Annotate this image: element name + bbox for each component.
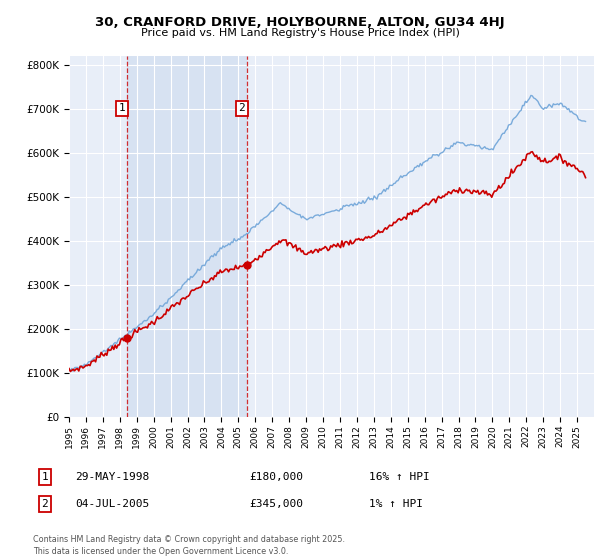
Text: 1: 1	[118, 104, 125, 113]
Text: 2: 2	[238, 104, 245, 113]
Text: 2: 2	[41, 499, 49, 509]
Text: Contains HM Land Registry data © Crown copyright and database right 2025.
This d: Contains HM Land Registry data © Crown c…	[33, 535, 345, 556]
Text: Price paid vs. HM Land Registry's House Price Index (HPI): Price paid vs. HM Land Registry's House …	[140, 28, 460, 38]
Bar	[127, 56, 247, 417]
Text: £180,000: £180,000	[249, 472, 303, 482]
Text: 16% ↑ HPI: 16% ↑ HPI	[369, 472, 430, 482]
Text: 04-JUL-2005: 04-JUL-2005	[75, 499, 149, 509]
Text: 1: 1	[41, 472, 49, 482]
Text: 29-MAY-1998: 29-MAY-1998	[75, 472, 149, 482]
Text: 1% ↑ HPI: 1% ↑ HPI	[369, 499, 423, 509]
Text: £345,000: £345,000	[249, 499, 303, 509]
Text: 30, CRANFORD DRIVE, HOLYBOURNE, ALTON, GU34 4HJ: 30, CRANFORD DRIVE, HOLYBOURNE, ALTON, G…	[95, 16, 505, 29]
